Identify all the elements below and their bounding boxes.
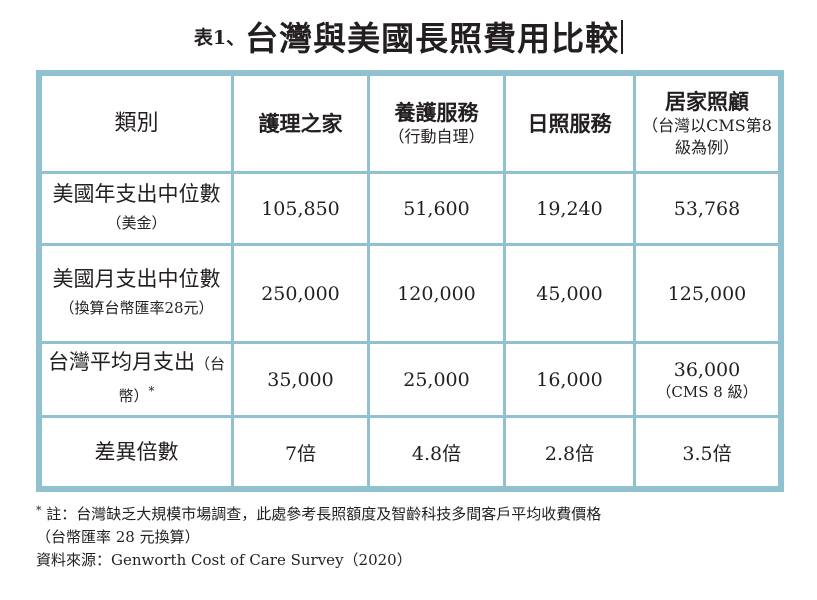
table-number: 表1、 [193, 27, 246, 49]
footnote-mark: * [148, 384, 155, 398]
header-assisted-living: 養護服務 （行動自理） [370, 76, 506, 174]
header-sub: （台灣以CMS第8級為例） [642, 115, 772, 157]
text-cursor [621, 20, 624, 54]
row-label: 美國月支出中位數（換算台幣匯率28元） [42, 246, 234, 344]
table-cell: 120,000 [370, 246, 506, 344]
row-label: 差異倍數 [42, 418, 234, 486]
title-text: 台灣與美國長照費用比較 [245, 19, 620, 58]
header-day-care: 日照服務 [506, 76, 636, 174]
table-cell: 105,850 [234, 174, 370, 246]
table-cell: 53,768 [636, 174, 778, 246]
table-cell: 16,000 [506, 344, 636, 418]
row-label: 台灣平均月支出（台幣）* [42, 344, 234, 418]
header-category: 類別 [42, 76, 234, 174]
table-row: 美國月支出中位數（換算台幣匯率28元） 250,000 120,000 45,0… [42, 246, 778, 344]
header-sub: （行動自理） [388, 126, 485, 146]
source-line: 資料來源：Genworth Cost of Care Survey（2020） [36, 551, 412, 569]
cell-sub: （CMS 8 級） [656, 382, 758, 401]
table-cell: 19,240 [506, 174, 636, 246]
footnote-mark: * [36, 504, 42, 517]
header-label: 日照服務 [527, 110, 612, 136]
row-label: 美國年支出中位數（美金） [42, 174, 234, 246]
table-cell: 36,000 （CMS 8 級） [636, 344, 778, 418]
table-cell: 4.8倍 [370, 418, 506, 486]
table-cell: 35,000 [234, 344, 370, 418]
header-row: 類別 護理之家 養護服務 （行動自理） 日照服務 居家照顧 （台灣以CMS第8級為例… [42, 76, 778, 174]
footnotes: * 註：台灣缺乏大規模市場調查，此處參考長照額度及智齡科技多間客戶平均收費價格 … [36, 499, 796, 572]
table-cell: 25,000 [370, 344, 506, 418]
header-label: 居家照顧 [665, 88, 749, 114]
header-nursing-home: 護理之家 [234, 76, 370, 174]
table-cell: 3.5倍 [636, 418, 778, 486]
header-label: 護理之家 [258, 110, 343, 136]
comparison-table: 類別 護理之家 養護服務 （行動自理） 日照服務 居家照顧 （台灣以CMS第8級為例… [42, 76, 778, 486]
table-row: 差異倍數 7倍 4.8倍 2.8倍 3.5倍 [42, 418, 778, 486]
footnote-line: （台幣匯率 28 元換算） [36, 528, 200, 546]
comparison-table-frame: 類別 護理之家 養護服務 （行動自理） 日照服務 居家照顧 （台灣以CMS第8級為例… [36, 70, 784, 492]
table-cell: 51,600 [370, 174, 506, 246]
table-cell: 7倍 [234, 418, 370, 486]
header-label: 養護服務 [394, 99, 479, 125]
table-cell: 45,000 [506, 246, 636, 344]
header-home-care: 居家照顧 （台灣以CMS第8級為例） [636, 76, 778, 174]
table-cell: 2.8倍 [506, 418, 636, 486]
table-cell: 125,000 [636, 246, 778, 344]
footnote-line: * 註：台灣缺乏大規模市場調查，此處參考長照額度及智齡科技多間客戶平均收費價格 [36, 504, 602, 523]
table-row: 台灣平均月支出（台幣）* 35,000 25,000 16,000 36,000… [42, 344, 778, 418]
table-title: 表1、台灣與美國長照費用比較 [0, 12, 817, 60]
table-cell: 250,000 [234, 246, 370, 344]
table-row: 美國年支出中位數（美金） 105,850 51,600 19,240 53,76… [42, 174, 778, 246]
